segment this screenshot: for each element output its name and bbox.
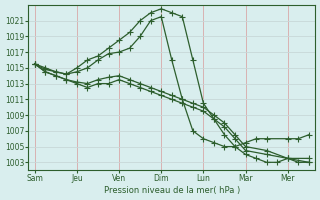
X-axis label: Pression niveau de la mer( hPa ): Pression niveau de la mer( hPa ) bbox=[104, 186, 240, 195]
